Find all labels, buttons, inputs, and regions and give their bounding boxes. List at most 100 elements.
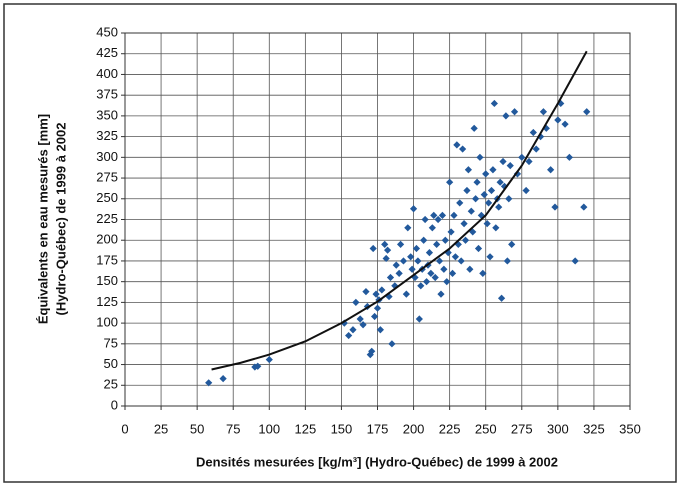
trendline xyxy=(211,50,588,371)
point xyxy=(583,108,591,116)
point xyxy=(532,145,540,153)
point xyxy=(571,257,579,265)
point xyxy=(407,253,415,261)
x-tick-label: 50 xyxy=(190,421,204,436)
point xyxy=(482,170,490,178)
y-tick-label: 100 xyxy=(96,315,118,330)
y-tick-label: 75 xyxy=(104,335,118,350)
x-tick-label: 0 xyxy=(121,421,128,436)
point xyxy=(441,236,449,244)
y-tick-label: 375 xyxy=(96,87,118,102)
point xyxy=(486,253,494,261)
point xyxy=(437,290,445,298)
point xyxy=(340,319,348,327)
point xyxy=(522,186,530,195)
point xyxy=(386,273,395,282)
point xyxy=(359,321,367,329)
point xyxy=(431,273,439,282)
point xyxy=(417,282,425,290)
point xyxy=(497,294,506,302)
point xyxy=(525,157,533,166)
point xyxy=(464,166,472,174)
y-tick-label: 125 xyxy=(96,294,118,309)
y-tick-label: 200 xyxy=(96,232,118,247)
point xyxy=(492,224,500,232)
point xyxy=(444,249,452,257)
point xyxy=(474,244,483,253)
point xyxy=(457,257,465,265)
y-tick-label: 175 xyxy=(96,252,118,267)
point xyxy=(415,315,423,323)
point xyxy=(495,203,503,211)
point xyxy=(430,211,438,219)
x-tick-label: 125 xyxy=(295,421,317,436)
x-tick-label: 25 xyxy=(154,421,168,436)
point xyxy=(565,153,573,161)
point xyxy=(473,178,481,186)
point xyxy=(372,290,380,298)
point xyxy=(391,282,399,290)
point xyxy=(254,362,262,370)
point xyxy=(508,240,516,248)
point xyxy=(378,286,386,294)
y-tick-label: 400 xyxy=(96,66,118,81)
point xyxy=(518,153,526,161)
point xyxy=(463,186,471,195)
point xyxy=(447,228,455,236)
y-tick-label: 250 xyxy=(96,190,118,205)
point xyxy=(499,157,507,166)
point xyxy=(369,244,377,253)
y-tick-label: 50 xyxy=(104,356,118,371)
point xyxy=(402,290,410,298)
point xyxy=(396,240,405,248)
x-tick-label: 350 xyxy=(619,421,641,436)
point xyxy=(362,288,370,296)
x-axis-label: Densités mesurées [kg/m³] (Hydro-Québec)… xyxy=(196,454,558,469)
plot-area xyxy=(124,32,631,407)
point xyxy=(539,108,548,116)
y-tick-label: 225 xyxy=(96,211,118,226)
point xyxy=(422,278,431,286)
point xyxy=(219,375,227,383)
point xyxy=(476,153,484,161)
point xyxy=(420,236,428,244)
x-tick-label: 100 xyxy=(258,421,280,436)
point xyxy=(251,363,259,371)
point xyxy=(427,269,435,277)
point xyxy=(356,315,364,323)
point xyxy=(485,199,493,207)
point xyxy=(371,312,379,321)
y-tick-label: 300 xyxy=(96,149,118,164)
y-tick-label: 425 xyxy=(96,45,118,60)
x-tick-label: 275 xyxy=(511,421,533,436)
point xyxy=(433,240,441,248)
y-axis-label: Équivalents en eau mesurés [mm] xyxy=(35,114,50,324)
point xyxy=(425,249,434,257)
y-tick-label: 25 xyxy=(104,377,118,392)
point xyxy=(513,170,522,178)
y-tick-label: 450 xyxy=(96,24,118,39)
chart-frame xyxy=(3,3,677,483)
point xyxy=(421,215,429,224)
point xyxy=(480,191,488,199)
point xyxy=(467,207,475,215)
point xyxy=(265,355,273,364)
x-tick-label: 225 xyxy=(439,421,461,436)
point xyxy=(373,304,382,312)
point xyxy=(529,128,537,137)
point xyxy=(399,257,408,265)
point xyxy=(392,261,400,269)
point xyxy=(443,278,451,286)
point xyxy=(395,269,403,277)
point xyxy=(489,166,497,174)
point xyxy=(477,211,485,219)
point xyxy=(448,269,457,277)
point xyxy=(453,141,461,149)
point xyxy=(547,166,555,174)
point xyxy=(388,340,396,348)
point xyxy=(490,99,498,108)
point xyxy=(456,199,464,207)
point xyxy=(368,347,376,355)
point xyxy=(446,178,454,186)
point xyxy=(382,254,390,263)
